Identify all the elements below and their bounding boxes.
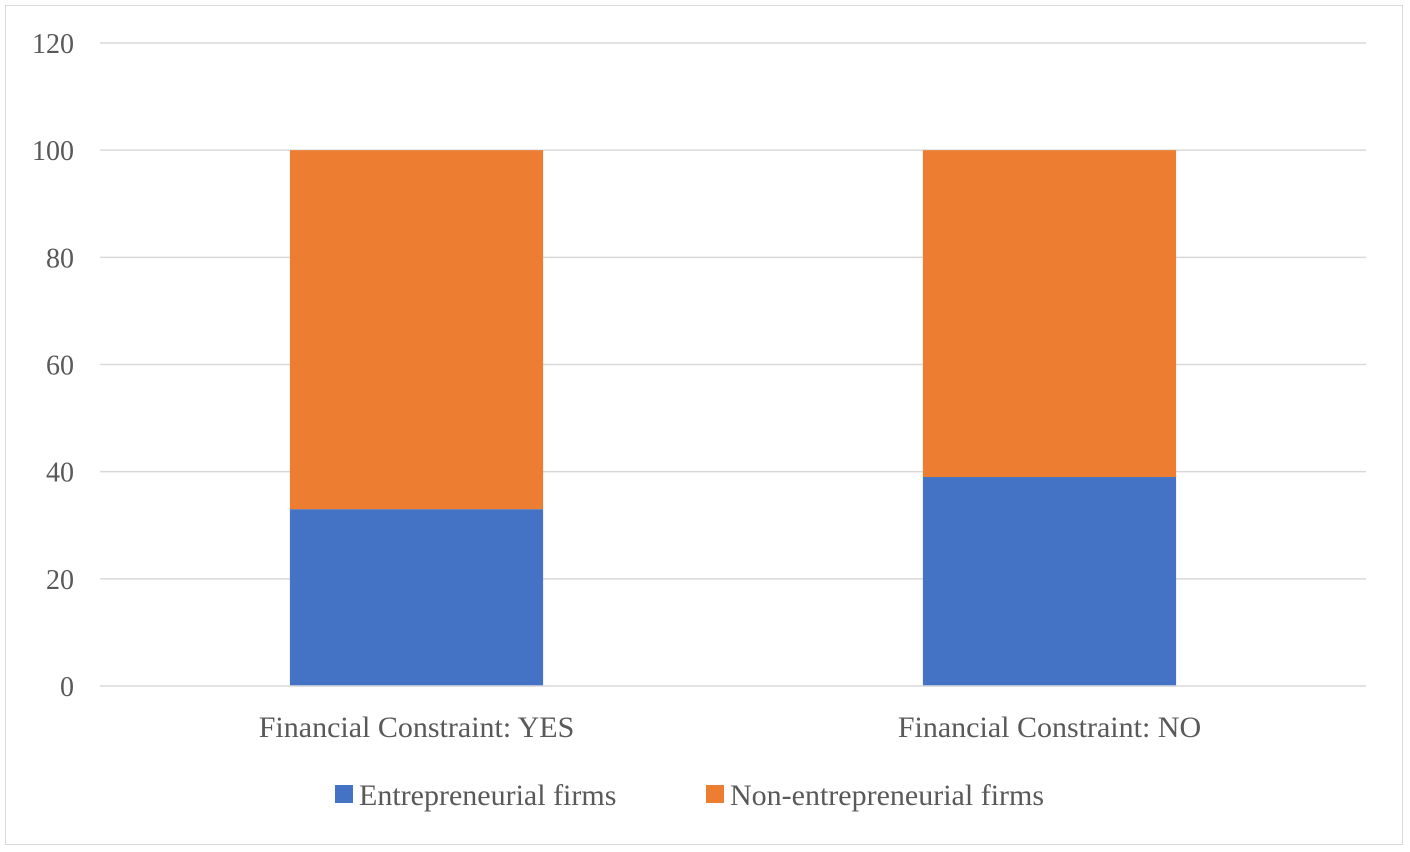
bars [289,150,1177,686]
bar-non-entrepreneurial-0 [289,150,544,510]
y-tick-label: 60 [46,351,74,382]
y-tick-label: 0 [60,672,74,703]
x-category-label: Financial Constraint: YES [259,711,575,744]
y-tick-label: 80 [46,243,74,274]
bar-entrepreneurial-0 [289,509,544,686]
legend-label: Entrepreneurial firms [359,779,616,812]
legend-swatch [335,785,353,803]
bar-entrepreneurial-1 [922,477,1177,686]
x-axis-labels: Financial Constraint: YES Financial Const… [259,711,1201,744]
y-tick-label: 120 [32,29,74,60]
bar-non-entrepreneurial-1 [922,150,1177,478]
y-axis-ticks: 0 20 40 60 80 100 120 [32,29,74,703]
legend-swatch [706,785,724,803]
legend-label: Non-entrepreneurial firms [730,779,1044,812]
y-tick-label: 100 [32,136,74,167]
x-category-label: Financial Constraint: NO [898,711,1201,744]
y-tick-label: 20 [46,565,74,596]
y-tick-label: 40 [46,458,74,489]
legend: Entrepreneurial firms Non-entrepreneurial… [335,779,1044,812]
